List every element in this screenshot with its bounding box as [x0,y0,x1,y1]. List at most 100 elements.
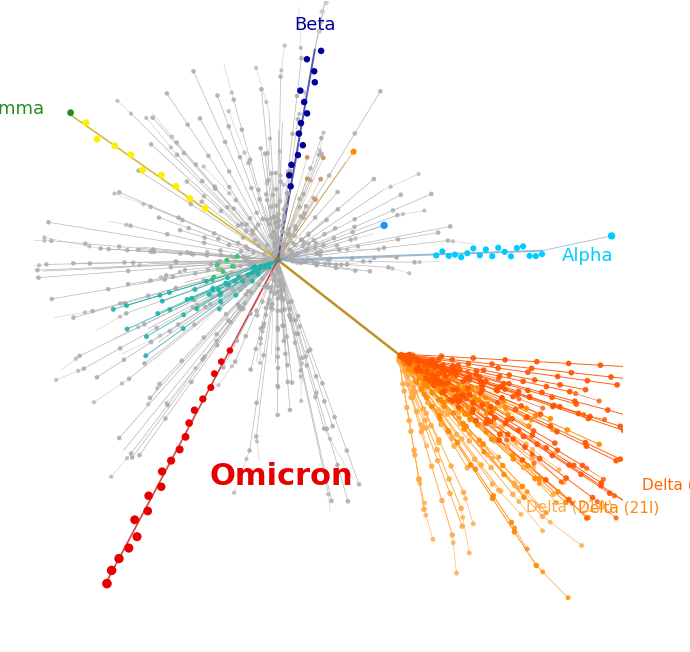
Point [128,258,139,268]
Point [286,296,297,306]
Point [145,201,156,212]
Point [455,252,466,262]
Point [290,250,302,260]
Point [283,224,294,235]
Point [593,439,604,449]
Point [245,271,256,281]
Point [455,395,466,406]
Point [477,385,488,395]
Point [453,391,464,402]
Point [388,205,399,216]
Point [328,233,339,243]
Point [214,258,225,268]
Point [179,265,190,275]
Point [493,243,504,253]
Point [447,396,458,406]
Point [547,401,558,411]
Point [270,233,282,243]
Point [468,398,479,408]
Point [241,219,252,230]
Point [260,303,271,313]
Point [407,357,418,367]
Point [213,265,224,275]
Point [628,501,639,511]
Point [404,356,415,366]
Point [502,429,513,439]
Point [223,315,234,325]
Point [395,357,406,368]
Point [422,398,433,408]
Point [402,379,413,390]
Point [287,256,298,267]
Point [462,248,473,258]
Point [439,401,450,411]
Point [126,449,137,459]
Point [327,421,338,432]
Point [176,355,187,366]
Point [421,441,432,451]
Point [411,377,422,387]
Point [299,237,310,248]
Point [190,363,201,374]
Point [197,176,208,186]
Point [287,251,298,261]
Point [606,372,617,382]
Point [531,357,542,367]
Point [576,541,587,551]
Point [235,152,246,162]
Point [395,351,406,361]
Point [34,260,45,271]
Point [124,374,135,384]
Point [216,299,227,309]
Point [522,486,533,497]
Point [483,402,494,413]
Point [272,246,283,257]
Point [319,259,331,269]
Point [21,267,32,277]
Point [492,398,503,408]
Point [208,228,219,239]
Point [253,266,264,276]
Point [430,385,441,395]
Point [264,259,275,269]
Point [507,489,518,499]
Point [300,351,311,362]
Point [398,353,409,363]
Point [431,250,442,261]
Point [78,363,89,374]
Point [432,379,443,390]
Point [247,276,258,286]
Point [480,418,491,428]
Point [275,276,286,287]
Point [237,252,248,263]
Point [545,517,556,527]
Point [198,333,209,343]
Point [254,265,265,276]
Point [261,97,272,108]
Point [460,494,471,504]
Point [275,177,286,187]
Point [322,254,333,265]
Point [471,415,482,426]
Point [459,424,470,434]
Point [119,298,130,308]
Point [653,437,664,448]
Point [224,188,235,199]
Point [502,409,513,420]
Point [241,253,252,263]
Point [575,469,586,480]
Point [342,496,353,507]
Point [422,368,433,378]
Point [291,91,302,101]
Point [198,161,209,171]
Point [403,355,414,366]
Point [397,351,408,362]
Point [190,159,201,170]
Point [397,350,408,361]
Point [270,276,282,286]
Point [417,381,428,392]
Point [404,352,415,363]
Point [267,232,278,243]
Point [517,481,528,492]
Point [171,138,182,148]
